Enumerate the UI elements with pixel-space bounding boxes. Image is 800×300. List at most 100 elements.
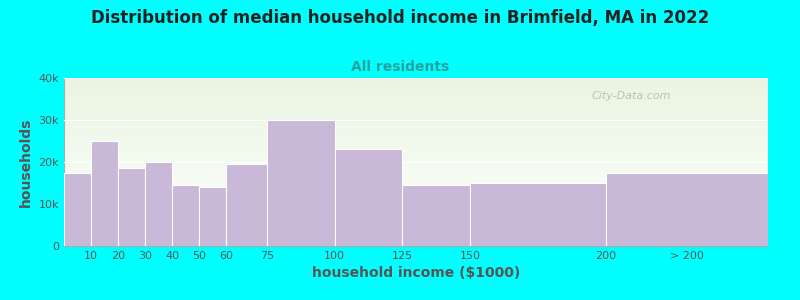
- Bar: [64, 137, 768, 138]
- Bar: [64, 84, 768, 85]
- Bar: [64, 199, 768, 200]
- Bar: [64, 79, 768, 80]
- Bar: [64, 122, 768, 123]
- Bar: [64, 170, 768, 171]
- Bar: [64, 233, 768, 234]
- Bar: [64, 121, 768, 122]
- Bar: [64, 243, 768, 244]
- Bar: [64, 155, 768, 156]
- Bar: [64, 140, 768, 141]
- Bar: [64, 232, 768, 233]
- Bar: [64, 80, 768, 81]
- Bar: [64, 191, 768, 192]
- Bar: [64, 90, 768, 91]
- Bar: [64, 142, 768, 143]
- Bar: [64, 99, 768, 100]
- Bar: [64, 208, 768, 209]
- Bar: [64, 111, 768, 112]
- Bar: [64, 108, 768, 109]
- Bar: [64, 160, 768, 161]
- Bar: [64, 222, 768, 223]
- Bar: [64, 176, 768, 177]
- Bar: [64, 180, 768, 181]
- Bar: [64, 107, 768, 108]
- Bar: [64, 244, 768, 245]
- X-axis label: household income ($1000): household income ($1000): [312, 266, 520, 280]
- Bar: [64, 197, 768, 198]
- Bar: [64, 184, 768, 185]
- Bar: [64, 231, 768, 232]
- Bar: [64, 229, 768, 230]
- Bar: [64, 156, 768, 157]
- Bar: [64, 128, 768, 129]
- Bar: [64, 216, 768, 217]
- Bar: [64, 224, 768, 225]
- Bar: [64, 105, 768, 106]
- Bar: [606, 172, 768, 246]
- Bar: [64, 237, 768, 238]
- Bar: [64, 100, 768, 101]
- Bar: [64, 154, 768, 155]
- Bar: [64, 221, 768, 222]
- Bar: [64, 211, 768, 212]
- Bar: [64, 203, 768, 204]
- Bar: [64, 95, 768, 96]
- Bar: [64, 187, 768, 188]
- Bar: [64, 125, 768, 126]
- Bar: [334, 149, 402, 246]
- Bar: [118, 168, 146, 246]
- Bar: [64, 240, 768, 241]
- Bar: [64, 116, 768, 117]
- Bar: [64, 239, 768, 240]
- Bar: [64, 86, 768, 87]
- Bar: [64, 227, 768, 228]
- Bar: [64, 171, 768, 172]
- Bar: [64, 212, 768, 213]
- Bar: [64, 205, 768, 206]
- Bar: [64, 175, 768, 176]
- Bar: [146, 162, 172, 246]
- Bar: [64, 215, 768, 216]
- Bar: [64, 217, 768, 218]
- Bar: [64, 245, 768, 246]
- Bar: [64, 182, 768, 183]
- Bar: [199, 187, 226, 246]
- Bar: [64, 181, 768, 182]
- Bar: [64, 110, 768, 111]
- Bar: [64, 92, 768, 93]
- Bar: [64, 97, 768, 98]
- Bar: [64, 241, 768, 242]
- Bar: [64, 172, 91, 246]
- Bar: [64, 91, 768, 92]
- Bar: [64, 94, 768, 95]
- Y-axis label: households: households: [19, 117, 33, 207]
- Bar: [64, 173, 768, 174]
- Bar: [64, 132, 768, 133]
- Bar: [64, 130, 768, 131]
- Bar: [64, 82, 768, 83]
- Bar: [64, 178, 768, 179]
- Bar: [64, 223, 768, 224]
- Bar: [64, 198, 768, 199]
- Bar: [172, 185, 199, 246]
- Bar: [64, 228, 768, 229]
- Bar: [64, 179, 768, 180]
- Bar: [64, 114, 768, 115]
- Bar: [64, 133, 768, 134]
- Bar: [64, 226, 768, 227]
- Bar: [64, 235, 768, 236]
- Bar: [64, 101, 768, 102]
- Bar: [64, 185, 768, 186]
- Bar: [64, 207, 768, 208]
- Text: Distribution of median household income in Brimfield, MA in 2022: Distribution of median household income …: [91, 9, 709, 27]
- Bar: [64, 96, 768, 97]
- Bar: [64, 98, 768, 99]
- Bar: [64, 157, 768, 158]
- Bar: [64, 167, 768, 168]
- Bar: [64, 148, 768, 149]
- Bar: [64, 163, 768, 164]
- Bar: [64, 193, 768, 194]
- Bar: [64, 174, 768, 175]
- Bar: [64, 139, 768, 140]
- Bar: [64, 150, 768, 151]
